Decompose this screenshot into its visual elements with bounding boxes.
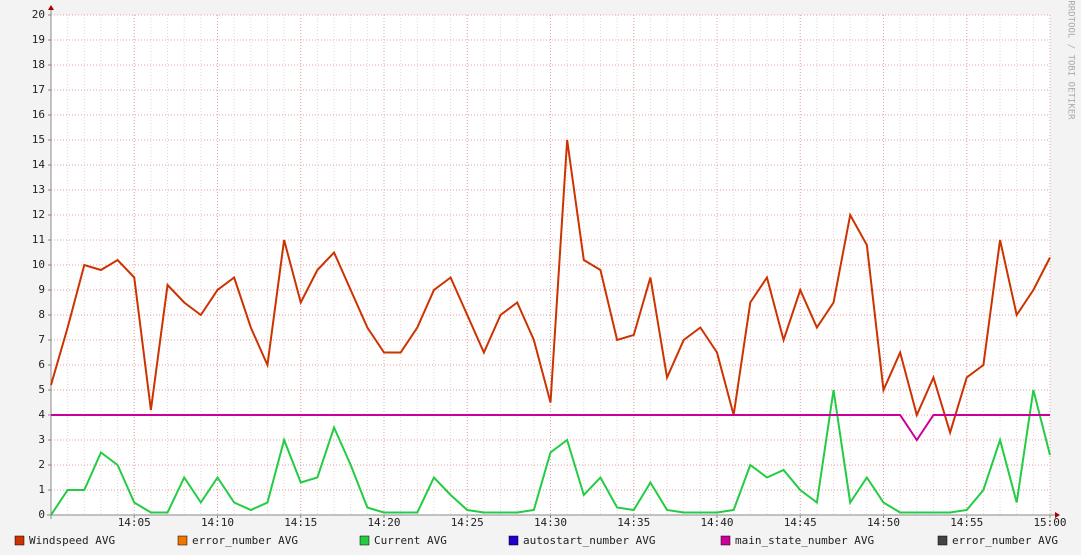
legend-label: autostart_number AVG: [523, 534, 655, 547]
y-tick-label: 1: [38, 483, 45, 496]
y-tick-label: 9: [38, 283, 45, 296]
legend-label: error_number AVG: [952, 534, 1058, 547]
y-tick-label: 20: [32, 8, 45, 21]
legend-label: main_state_number AVG: [735, 534, 874, 547]
x-tick-label: 14:55: [950, 516, 983, 529]
x-tick-label: 14:10: [201, 516, 234, 529]
x-tick-label: 14:25: [451, 516, 484, 529]
y-tick-label: 15: [32, 133, 45, 146]
x-tick-label: 14:05: [118, 516, 151, 529]
y-tick-label: 18: [32, 58, 45, 71]
y-tick-label: 6: [38, 358, 45, 371]
legend-label: error_number AVG: [192, 534, 298, 547]
x-tick-label: 14:30: [534, 516, 567, 529]
x-tick-label: 14:50: [867, 516, 900, 529]
legend-swatch: [720, 535, 731, 546]
y-tick-label: 16: [32, 108, 45, 121]
legend-swatch: [14, 535, 25, 546]
x-tick-label: 14:40: [700, 516, 733, 529]
x-tick-label: 14:15: [284, 516, 317, 529]
y-tick-label: 17: [32, 83, 45, 96]
x-tick-label: 14:20: [367, 516, 400, 529]
y-tick-label: 7: [38, 333, 45, 346]
y-axis-arrow: [48, 5, 54, 10]
watermark: RRDTOOL / TOBI OETIKER: [1066, 0, 1076, 120]
y-tick-label: 19: [32, 33, 45, 46]
y-tick-label: 0: [38, 508, 45, 521]
x-axis-arrow: [1055, 512, 1060, 518]
y-tick-label: 13: [32, 183, 45, 196]
legend-swatch: [937, 535, 948, 546]
x-tick-label: 15:00: [1033, 516, 1066, 529]
y-tick-label: 11: [32, 233, 45, 246]
y-tick-label: 8: [38, 308, 45, 321]
y-tick-label: 5: [38, 383, 45, 396]
series-line: [51, 414, 1050, 442]
y-tick-label: 4: [38, 408, 45, 421]
y-tick-label: 12: [32, 208, 45, 221]
y-tick-label: 10: [32, 258, 45, 271]
y-tick-label: 14: [32, 158, 46, 171]
legend-label: Current AVG: [374, 534, 447, 547]
y-tick-label: 3: [38, 433, 45, 446]
legend-swatch: [508, 535, 519, 546]
legend-swatch: [177, 535, 188, 546]
legend-label: Windspeed AVG: [29, 534, 115, 547]
x-tick-label: 14:35: [617, 516, 650, 529]
series-line: [50, 139, 1051, 436]
legend-swatch: [359, 535, 370, 546]
x-tick-label: 14:45: [784, 516, 817, 529]
series-line: [50, 389, 1051, 516]
y-tick-label: 2: [38, 458, 45, 471]
